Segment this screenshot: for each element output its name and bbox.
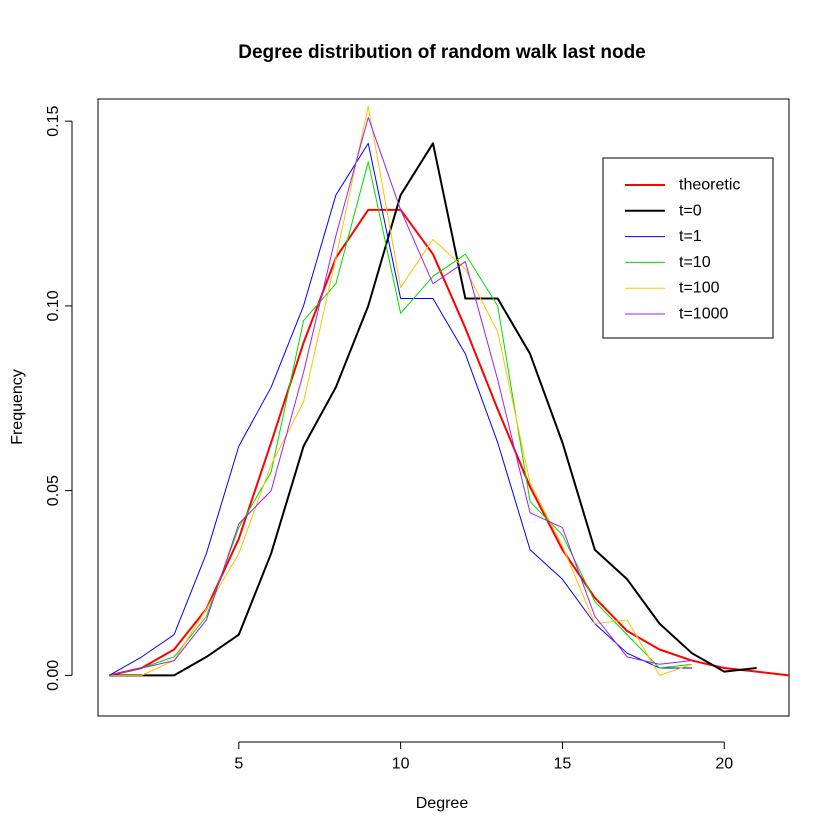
plot-frame (97, 98, 790, 717)
legend-label: theoretic (679, 177, 740, 194)
series-line-theoretic (109, 208, 789, 677)
series-line-t-1000 (109, 116, 692, 676)
legend: theoretic t=0 t=1 t=10 t=100 t=1000 (602, 157, 774, 339)
series-line-t-10 (109, 161, 692, 676)
series-line-t-0 (109, 142, 757, 677)
y-tick-label: 0.10 (45, 290, 62, 321)
x-tick-label: 5 (234, 755, 243, 772)
legend-box (602, 157, 774, 339)
legend-label: t=0 (679, 202, 702, 219)
x-tick-label: 10 (392, 755, 410, 772)
y-tick-label: 0.05 (45, 475, 62, 506)
x-tick-label: 20 (715, 755, 733, 772)
x-tick-label: 15 (554, 755, 572, 772)
y-tick-label: 0.15 (45, 105, 62, 136)
y-axis: 0.00 0.05 0.10 0.15 (45, 105, 73, 691)
y-axis-label: Frequency (9, 369, 26, 445)
series-layer (109, 105, 789, 677)
legend-label: t=1 (679, 228, 702, 245)
legend-label: t=1000 (679, 306, 728, 323)
x-axis-label: Degree (416, 795, 469, 812)
y-tick-label: 0.00 (45, 660, 62, 691)
legend-label: t=10 (679, 254, 711, 271)
x-axis: 5 10 15 20 (234, 741, 733, 772)
series-line-t-100 (109, 105, 693, 676)
legend-label: t=100 (679, 280, 720, 297)
chart-title: Degree distribution of random walk last … (238, 42, 646, 63)
